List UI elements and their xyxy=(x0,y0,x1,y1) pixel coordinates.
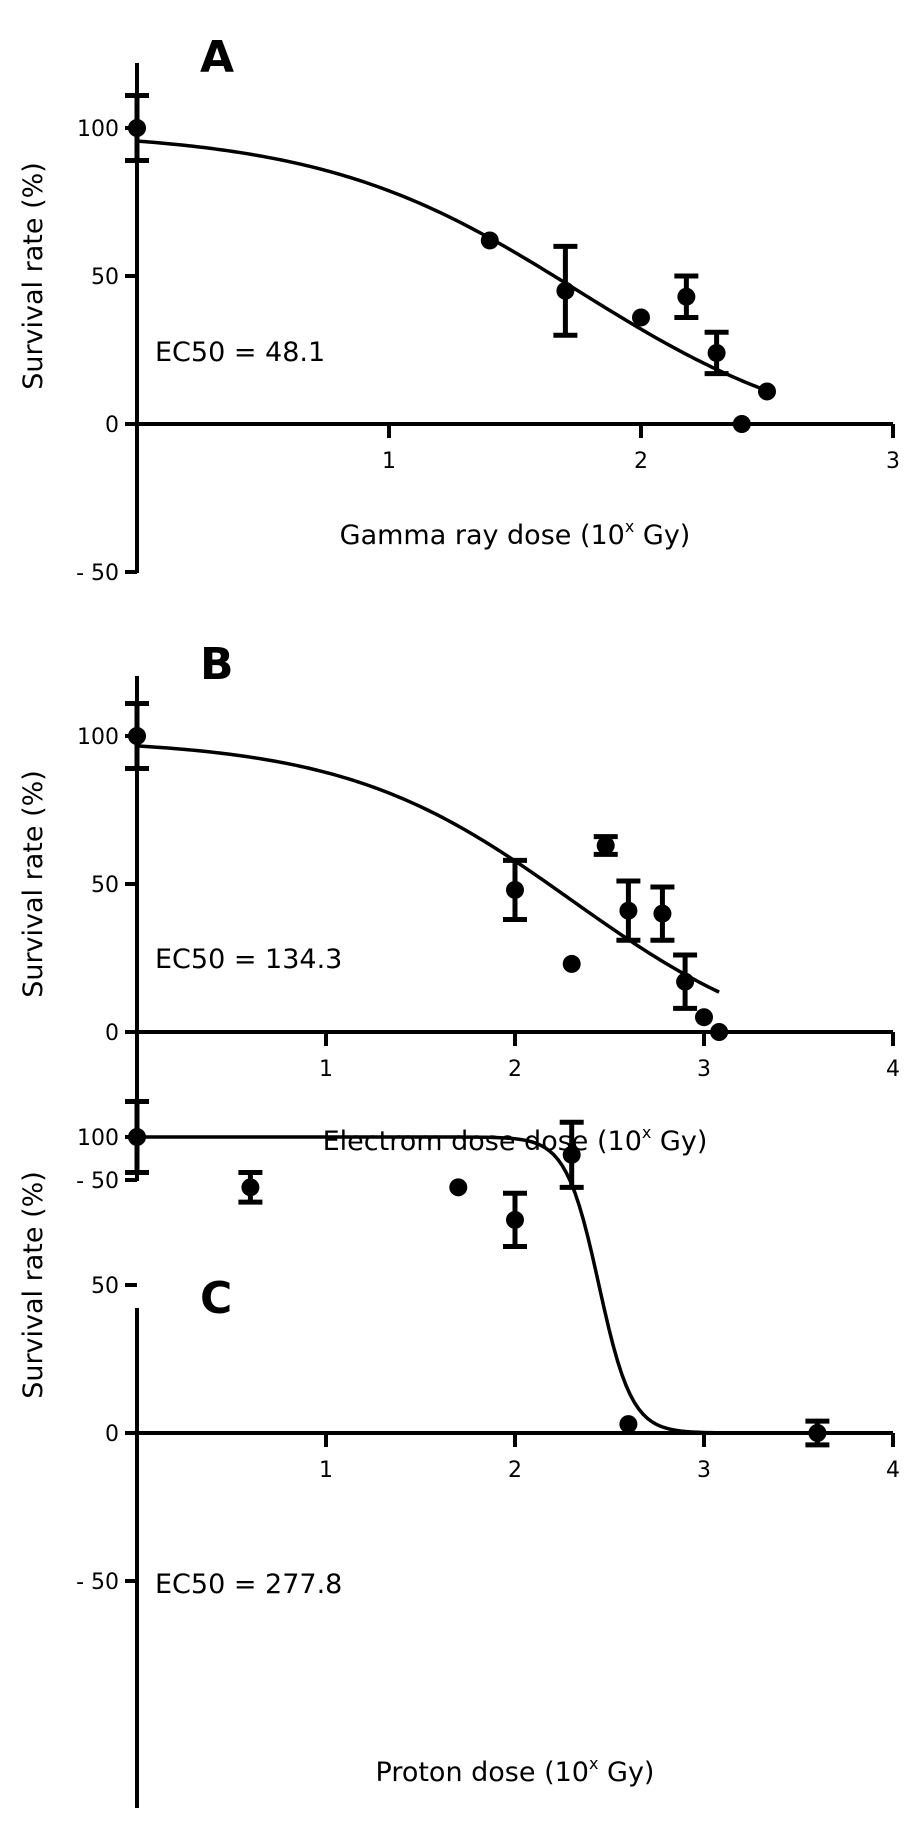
panel-c-ec50-annotation: EC50 = 277.8 xyxy=(155,1569,342,1600)
panel-b-x-tick-label: 3 xyxy=(697,1057,711,1082)
panel-a-y-tick-label: 100 xyxy=(77,117,119,142)
panel-b-data-point xyxy=(596,836,615,855)
panel-a-y-tick-label: 50 xyxy=(91,265,119,290)
panel-c-data-point xyxy=(808,1424,827,1442)
panel-a-data-point xyxy=(732,415,751,433)
panel-b-letter: B xyxy=(200,639,234,690)
panel-a-letter: A xyxy=(200,32,234,83)
panel-b-data-point xyxy=(653,904,672,923)
panel-c-y-tick-label: - 50 xyxy=(76,1570,119,1595)
panel-c-x-tick-label: 3 xyxy=(697,1458,711,1483)
panel-a-y-axis-title: Survival rate (%) xyxy=(18,162,49,390)
panel-b-y-tick-label: - 50 xyxy=(76,1169,119,1194)
panel-b-y-tick-label: 100 xyxy=(77,725,119,750)
panel-c-x-tick-label: 4 xyxy=(886,1458,900,1483)
panel-b-data-point xyxy=(506,880,524,899)
panel-b-x-axis-title: Electrom dose dose (10x Gy) xyxy=(323,1123,708,1157)
panel-c-data-point xyxy=(128,1128,146,1146)
panel-a-x-tick-label: 3 xyxy=(886,449,900,474)
panel-c-x-axis-title: Proton dose (10x Gy) xyxy=(376,1754,655,1788)
panel-c-fit-curve xyxy=(137,1135,818,1435)
panel-a-x-tick-label: 1 xyxy=(382,449,396,474)
panel-a-y-tick-label: 0 xyxy=(105,413,119,438)
panel-c-data-point xyxy=(619,1415,638,1434)
panel-b-x-tick-label: 2 xyxy=(508,1057,522,1082)
panel-a-data-point xyxy=(128,119,146,137)
panel-c-data-point xyxy=(449,1178,468,1197)
panel-b-data-point xyxy=(562,954,581,973)
panel-c-y-tick-label: 0 xyxy=(105,1422,119,1447)
panel-c-y-tick-label: 100 xyxy=(77,1126,119,1151)
panel-a-data-point xyxy=(758,382,776,401)
panel-a: - 50 0 50 100 1 2 3 A Survival rate (%) Gamma ray… xyxy=(18,32,900,586)
panel-b-fit-curve xyxy=(136,744,720,994)
panel-a-fit-curve xyxy=(136,139,768,393)
panel-c-y-axis-title: Survival rate (%) xyxy=(18,1171,49,1399)
panel-a-data-point xyxy=(632,308,650,327)
panel-c-data-point xyxy=(506,1210,524,1229)
panel-b-data-point xyxy=(619,901,638,920)
panel-b-data-point xyxy=(695,1008,713,1027)
panel-c-y-tick-label: 50 xyxy=(91,1274,119,1299)
panel-a-data-point xyxy=(556,281,575,300)
panel-b-data-point xyxy=(128,727,146,745)
panel-b-data-point xyxy=(710,1023,729,1041)
panel-c-data-point xyxy=(562,1145,581,1164)
panel-b-ec50-annotation: EC50 = 134.3 xyxy=(155,944,342,975)
panel-b-x-tick-label: 1 xyxy=(319,1057,333,1082)
panel-c-data-point xyxy=(241,1178,260,1197)
panel-c-x-tick-label: 2 xyxy=(508,1458,522,1483)
panel-a-y-tick-label: - 50 xyxy=(76,561,119,586)
panel-a-ec50-annotation: EC50 = 48.1 xyxy=(155,337,325,368)
panel-a-data-point xyxy=(677,287,696,306)
panel-a-x-axis-title: Gamma ray dose (10x Gy) xyxy=(340,517,691,551)
panel-b-y-tick-label: 50 xyxy=(91,873,119,898)
panel-b-y-tick-label: 0 xyxy=(105,1021,119,1046)
panel-b-x-tick-label: 4 xyxy=(886,1057,900,1082)
panel-b-y-axis-title: Survival rate (%) xyxy=(18,770,49,998)
panel-a-x-tick-label: 2 xyxy=(634,449,648,474)
panel-a-data-point xyxy=(707,343,726,362)
panel-c-letter: C xyxy=(200,1273,232,1324)
panel-b: - 50 0 50 100 1 2 3 4 B Survival rate (%) Electrom… xyxy=(18,639,900,1194)
panel-c: - 50 0 50 100 1 2 3 4 C Survival rate (%) Proton d… xyxy=(18,1098,900,1808)
panel-b-data-point xyxy=(676,972,695,991)
panel-c-x-tick-label: 1 xyxy=(319,1458,333,1483)
panel-a-data-point xyxy=(480,231,499,250)
